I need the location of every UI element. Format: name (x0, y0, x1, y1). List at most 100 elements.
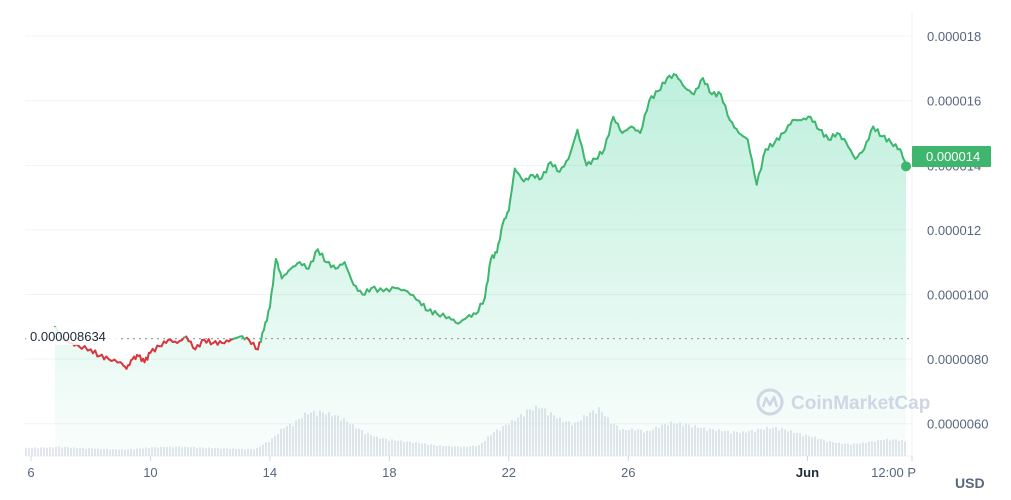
y-tick-label: 0.0000100 (927, 288, 988, 303)
baseline-value-label: 0.000008634 (30, 329, 106, 344)
current-price-tag: 0.000014 (912, 146, 991, 167)
price-line-segment (321, 252, 326, 263)
price-line-segment (554, 164, 559, 173)
price-line-segment (495, 242, 500, 254)
price-line-segment (348, 272, 353, 281)
price-line-segment (607, 122, 613, 136)
price-line-segment (271, 268, 276, 286)
price-line-segment (146, 351, 150, 361)
price-line-segment (706, 83, 711, 94)
volume-bar (31, 447, 33, 456)
price-line-segment (198, 339, 203, 348)
y-tick-label: 0.0000060 (927, 417, 988, 432)
price-line-segment (422, 302, 427, 312)
y-tick-label: 0.000016 (927, 94, 981, 109)
price-line-segment (307, 260, 312, 270)
price-line-segment (270, 284, 274, 295)
y-tick-label: 0.000018 (927, 29, 981, 44)
y-tick-label: 0.0000080 (927, 352, 988, 367)
watermark-text: CoinMarketCap (791, 393, 930, 414)
volume-bar (37, 448, 39, 456)
price-line-segment (509, 188, 513, 201)
y-axis: 0.000018 0.000016 0.000014 0.000012 0.000010… (927, 29, 988, 432)
price-line-segment (813, 120, 819, 130)
price-line-segment (572, 135, 577, 146)
price-line-segment (265, 310, 270, 322)
volume-bar (46, 447, 48, 456)
price-line-segment (596, 150, 601, 160)
price-line-segment (512, 167, 516, 180)
volume-bar (40, 447, 42, 456)
price-line-segment (639, 125, 644, 134)
price-line-segment (477, 302, 482, 313)
price-line-segment (659, 81, 664, 91)
price-line-segment (719, 93, 725, 104)
price-line-segment (483, 284, 488, 299)
x-tick-label: 14 (263, 465, 277, 480)
price-line-segment (312, 251, 317, 263)
price-line-segment (256, 341, 261, 351)
baseline-label: 0.000008634 (26, 327, 118, 345)
price-line-segment (94, 349, 99, 358)
volume-bar (43, 447, 45, 456)
price-line-segment (576, 128, 581, 141)
price-line-segment (581, 145, 586, 159)
price-line-segment (510, 177, 515, 191)
current-price-tag-box (912, 146, 991, 167)
price-line-segment (498, 228, 503, 241)
price-line-segment (268, 292, 273, 309)
price-line-segment (652, 90, 657, 100)
watermark: CoinMarketCap (756, 388, 930, 416)
price-line-segment (755, 172, 760, 186)
price-line-segment (569, 143, 574, 153)
price-line-segment (259, 331, 264, 343)
price-line-segment (189, 340, 194, 349)
current-price-tag-text: 0.000014 (926, 149, 980, 164)
price-line-segment (343, 261, 348, 269)
price-line-segment (540, 171, 545, 180)
price-line-segment (583, 156, 588, 167)
price-line-segment (488, 258, 492, 268)
price-line-segment (603, 138, 608, 151)
x-tick-label: 10 (143, 465, 157, 480)
price-line-segment (252, 341, 257, 350)
price-line-segment (567, 150, 572, 160)
x-tick-label: 22 (502, 465, 516, 480)
price-line-segment (751, 159, 756, 176)
price-line-segment (867, 129, 872, 141)
price-line-segment (481, 296, 486, 305)
price-area-fill (54, 74, 907, 456)
x-tick-label: Jun (796, 465, 819, 480)
price-line-segment (784, 124, 790, 133)
price-line-segment (616, 122, 622, 132)
price-line-segment (545, 163, 550, 174)
x-tick-label: 18 (382, 465, 396, 480)
price-line-segment (262, 321, 267, 331)
price-line-segment (746, 138, 751, 153)
volume-bar (52, 447, 54, 456)
price-line-segment (760, 155, 765, 170)
price-line-segment (276, 261, 280, 271)
volume-bar (28, 448, 30, 456)
currency-unit-label: USD (955, 475, 985, 491)
price-line-segment (863, 141, 868, 151)
price-line-segment (762, 148, 767, 158)
price-line-segment (697, 79, 702, 89)
price-line-segment (641, 114, 646, 128)
price-line-segment (820, 129, 825, 138)
x-tick-label: 6 (27, 465, 34, 480)
volume-bar (49, 446, 51, 456)
price-line-segment (701, 77, 707, 86)
price-line-segment (749, 150, 754, 162)
x-axis: 6 10 14 18 22 26 Jun 12:00 P (27, 456, 916, 480)
coinmarketcap-logo-icon (756, 388, 784, 416)
price-line-segment (578, 138, 583, 148)
volume-bar (25, 447, 27, 456)
price-line-segment (153, 344, 159, 353)
price-line-segment (645, 99, 651, 112)
x-tick-label: 12:00 P (871, 465, 916, 480)
y-tick-label: 0.000012 (927, 223, 981, 238)
price-line-segment (724, 104, 729, 117)
price-line-segment (876, 128, 881, 137)
